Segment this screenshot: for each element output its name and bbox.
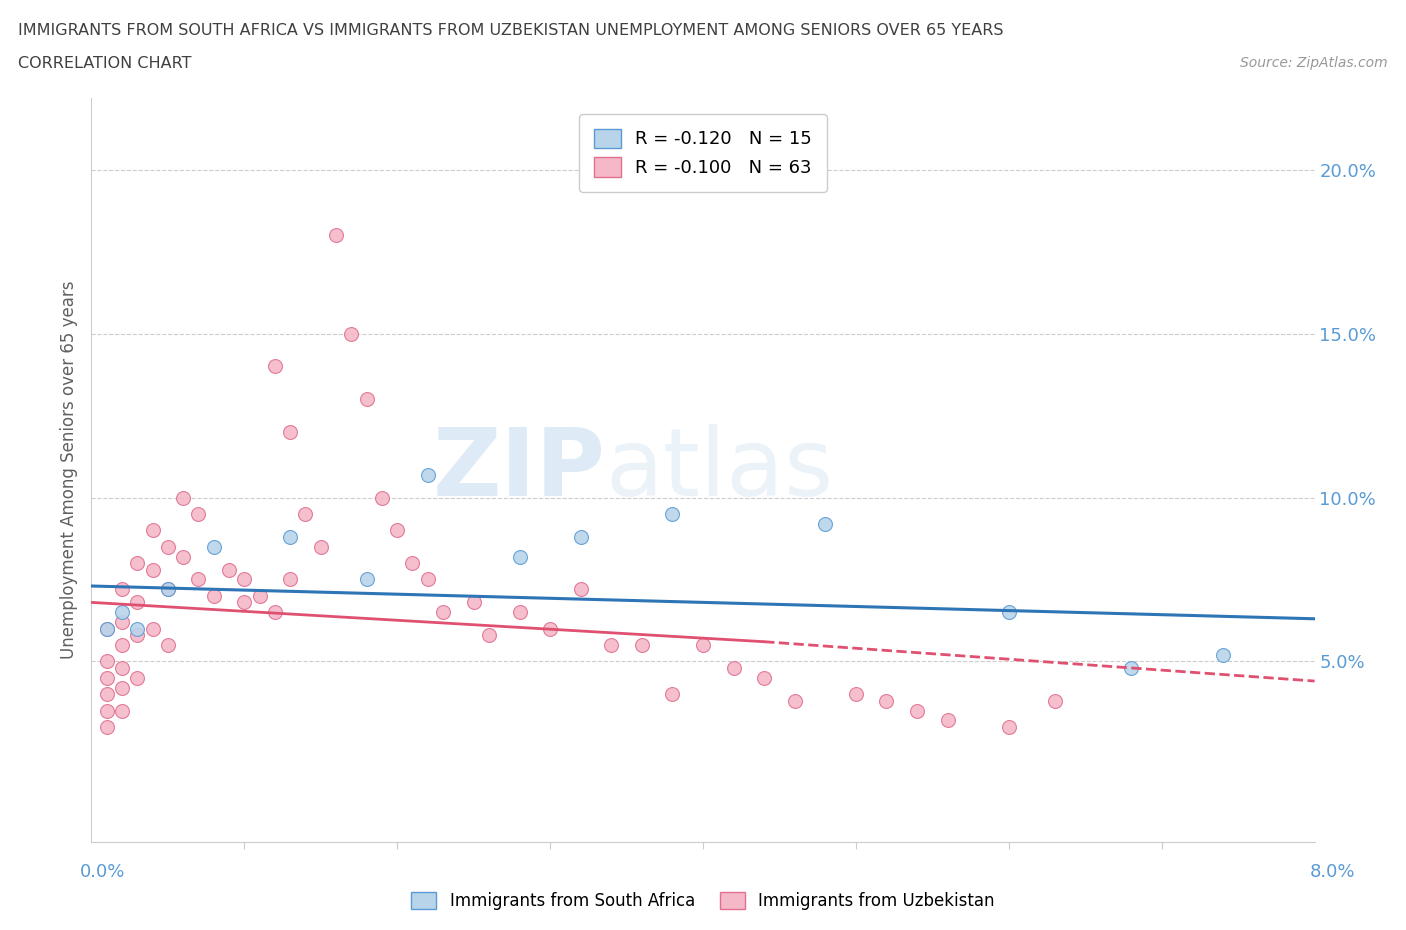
Point (569, 582, 592, 597)
Point (96, 686, 118, 701)
Point (141, 523, 163, 538)
Point (463, 595, 485, 610)
Point (754, 671, 776, 685)
Point (187, 572, 209, 587)
Point (111, 582, 134, 597)
Point (156, 539, 179, 554)
Point (814, 516, 837, 531)
Point (172, 549, 194, 564)
Text: IMMIGRANTS FROM SOUTH AFRICA VS IMMIGRANTS FROM UZBEKISTAN UNEMPLOYMENT AMONG SE: IMMIGRANTS FROM SOUTH AFRICA VS IMMIGRAN… (18, 23, 1004, 38)
Point (569, 529, 592, 544)
Point (127, 595, 149, 610)
Point (998, 720, 1021, 735)
Text: CORRELATION CHART: CORRELATION CHART (18, 56, 191, 71)
Point (905, 703, 928, 718)
Point (661, 686, 683, 701)
Point (96, 621, 118, 636)
Point (218, 562, 240, 577)
Point (172, 490, 194, 505)
Point (278, 572, 301, 587)
Point (630, 638, 652, 653)
Point (478, 628, 501, 643)
Point (1043, 693, 1066, 708)
Point (723, 660, 745, 675)
Point (264, 359, 287, 374)
Point (416, 467, 439, 482)
Point (294, 507, 316, 522)
Point (783, 693, 806, 708)
Text: 8.0%: 8.0% (1310, 863, 1355, 881)
Point (111, 604, 134, 619)
Point (127, 671, 149, 685)
Point (187, 507, 209, 522)
Point (936, 713, 959, 728)
Point (278, 529, 301, 544)
Point (127, 621, 149, 636)
Point (111, 703, 134, 718)
Point (202, 589, 225, 604)
Point (141, 562, 163, 577)
Point (249, 589, 271, 604)
Point (156, 638, 179, 653)
Point (127, 628, 149, 643)
Point (340, 326, 363, 341)
Point (1212, 647, 1234, 662)
Point (96, 621, 118, 636)
Legend: R = -0.120   N = 15, R = -0.100   N = 63: R = -0.120 N = 15, R = -0.100 N = 63 (579, 114, 827, 192)
Point (111, 615, 134, 630)
Point (111, 680, 134, 695)
Point (356, 392, 378, 406)
Point (416, 572, 439, 587)
Point (309, 539, 332, 554)
Point (875, 693, 897, 708)
Point (600, 638, 623, 653)
Point (111, 660, 134, 675)
Point (96, 720, 118, 735)
Point (385, 523, 409, 538)
Point (371, 490, 394, 505)
Point (692, 638, 714, 653)
Text: atlas: atlas (605, 424, 834, 515)
Text: ZIP: ZIP (432, 424, 605, 515)
Point (156, 582, 179, 597)
Text: 0.0%: 0.0% (80, 863, 125, 881)
Point (356, 572, 378, 587)
Point (111, 638, 134, 653)
Point (1121, 660, 1143, 675)
Point (845, 686, 868, 701)
Point (401, 555, 423, 570)
Point (96, 703, 118, 718)
Point (156, 582, 179, 597)
Point (325, 228, 347, 243)
Point (509, 549, 531, 564)
Point (661, 507, 683, 522)
Legend: Immigrants from South Africa, Immigrants from Uzbekistan: Immigrants from South Africa, Immigrants… (405, 885, 1001, 917)
Point (141, 621, 163, 636)
Point (96, 671, 118, 685)
Point (202, 539, 225, 554)
Point (538, 621, 561, 636)
Y-axis label: Unemployment Among Seniors over 65 years: Unemployment Among Seniors over 65 years (59, 281, 77, 658)
Point (998, 604, 1021, 619)
Text: Source: ZipAtlas.com: Source: ZipAtlas.com (1240, 56, 1388, 70)
Point (127, 555, 149, 570)
Point (264, 604, 287, 619)
Point (96, 654, 118, 669)
Point (233, 595, 256, 610)
Point (233, 572, 256, 587)
Point (509, 604, 531, 619)
Point (278, 424, 301, 439)
Point (432, 604, 454, 619)
